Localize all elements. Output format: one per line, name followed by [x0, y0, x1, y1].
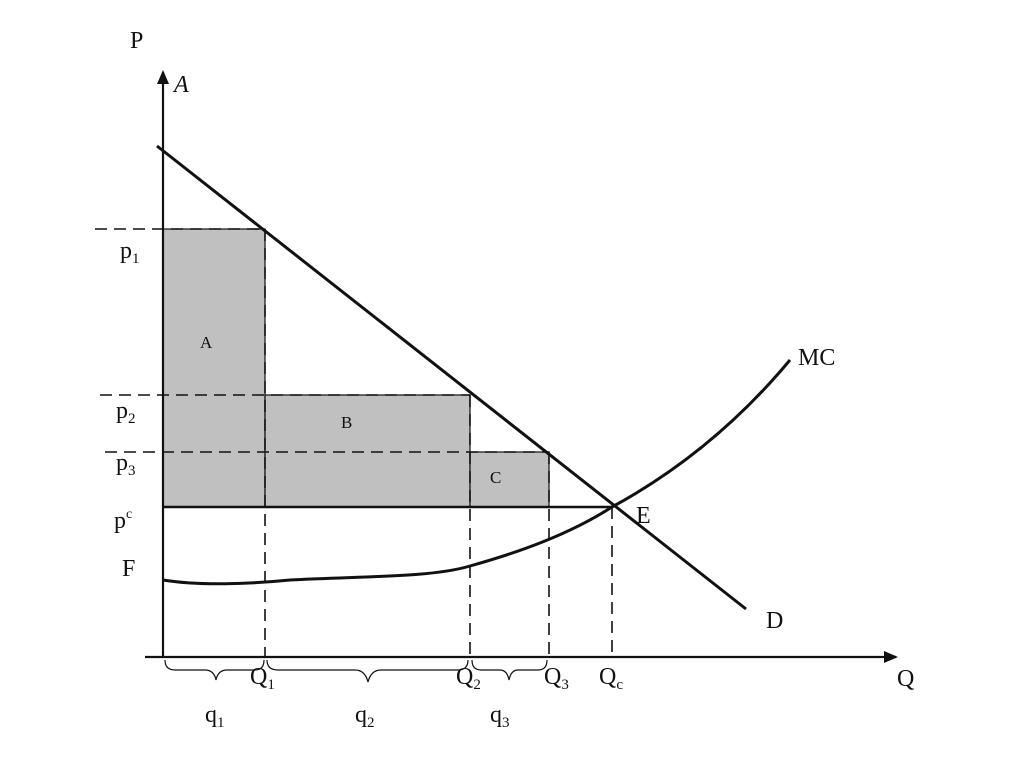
region-c-label: C	[490, 468, 501, 487]
quantity-label-q3: Q3	[544, 664, 569, 693]
mc-label: MC	[798, 345, 835, 371]
region-b-label: B	[341, 413, 352, 432]
quantity-label-q1: Q1	[250, 664, 275, 693]
origin-label-a: A	[172, 72, 189, 98]
q1-brace	[164, 659, 265, 681]
interval-label-q3: q3	[490, 702, 510, 731]
price-label-p2: p2	[116, 398, 136, 427]
region-a-label: A	[200, 333, 213, 352]
demand-label: D	[766, 608, 783, 634]
quantity-label-qc: Qc	[599, 664, 623, 693]
x-axis-label: Q	[897, 666, 914, 692]
region-a-rect	[162, 228, 266, 508]
price-label-p3: p3	[116, 450, 136, 479]
interval-label-q2: q2	[355, 702, 375, 731]
interval-label-q1: q1	[205, 702, 225, 731]
demand-curve	[156, 144, 747, 611]
quantity-label-q2: Q2	[456, 664, 481, 693]
region-c-rect	[469, 451, 550, 508]
q3-brace	[471, 659, 548, 681]
y-axis-label: P	[130, 28, 143, 54]
price-label-p1: p1	[120, 238, 140, 267]
region-b-rect	[264, 394, 471, 508]
q2-brace	[266, 659, 469, 683]
price-label-pc: pc	[114, 507, 132, 534]
mc-curve	[162, 359, 792, 586]
equilibrium-label: E	[636, 503, 651, 529]
f-label: F	[122, 556, 135, 582]
